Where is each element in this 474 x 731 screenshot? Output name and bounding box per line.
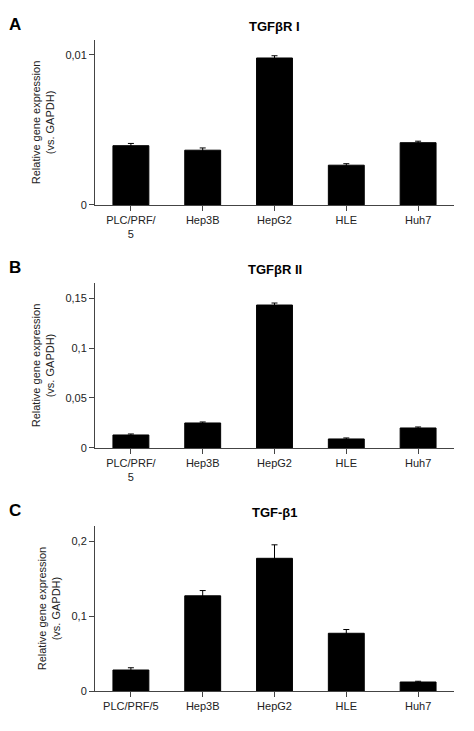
svg-text:Relative gene expression(vs. G: Relative gene expression(vs. GAPDH) xyxy=(30,61,56,185)
svg-text:Hep3B: Hep3B xyxy=(186,700,220,712)
svg-text:A: A xyxy=(9,15,21,34)
svg-text:0: 0 xyxy=(81,442,87,454)
svg-text:PLC/PRF/5: PLC/PRF/5 xyxy=(106,214,156,240)
svg-text:0,1: 0,1 xyxy=(72,610,87,622)
svg-text:PLC/PRF/5: PLC/PRF/5 xyxy=(103,700,159,712)
svg-text:Relative gene expression(vs. G: Relative gene expression(vs. GAPDH) xyxy=(36,547,62,671)
svg-text:0,2: 0,2 xyxy=(72,535,87,547)
svg-text:HepG2: HepG2 xyxy=(257,457,292,469)
svg-text:PLC/PRF/5: PLC/PRF/5 xyxy=(106,457,156,483)
svg-text:C: C xyxy=(9,501,21,520)
svg-text:0,15: 0,15 xyxy=(65,292,86,304)
svg-text:Hep3B: Hep3B xyxy=(186,214,220,226)
svg-text:HLE: HLE xyxy=(336,700,357,712)
svg-text:TGFβR I: TGFβR I xyxy=(249,19,300,34)
svg-text:Huh7: Huh7 xyxy=(405,457,431,469)
svg-text:HLE: HLE xyxy=(336,457,357,469)
svg-text:0,05: 0,05 xyxy=(65,392,86,404)
svg-text:TGFβR II: TGFβR II xyxy=(248,262,302,277)
svg-text:B: B xyxy=(9,258,21,277)
svg-text:HLE: HLE xyxy=(336,214,357,226)
svg-text:Hep3B: Hep3B xyxy=(186,457,220,469)
svg-text:TGF-β1: TGF-β1 xyxy=(252,505,298,520)
svg-text:HepG2: HepG2 xyxy=(257,214,292,226)
svg-text:0: 0 xyxy=(81,685,87,697)
svg-text:0,1: 0,1 xyxy=(72,342,87,354)
svg-text:Huh7: Huh7 xyxy=(405,700,431,712)
svg-text:Huh7: Huh7 xyxy=(405,214,431,226)
svg-text:0,01: 0,01 xyxy=(65,49,86,61)
svg-text:HepG2: HepG2 xyxy=(257,700,292,712)
svg-text:Relative gene expression(vs. G: Relative gene expression(vs. GAPDH) xyxy=(30,304,56,428)
svg-text:0: 0 xyxy=(81,199,87,211)
